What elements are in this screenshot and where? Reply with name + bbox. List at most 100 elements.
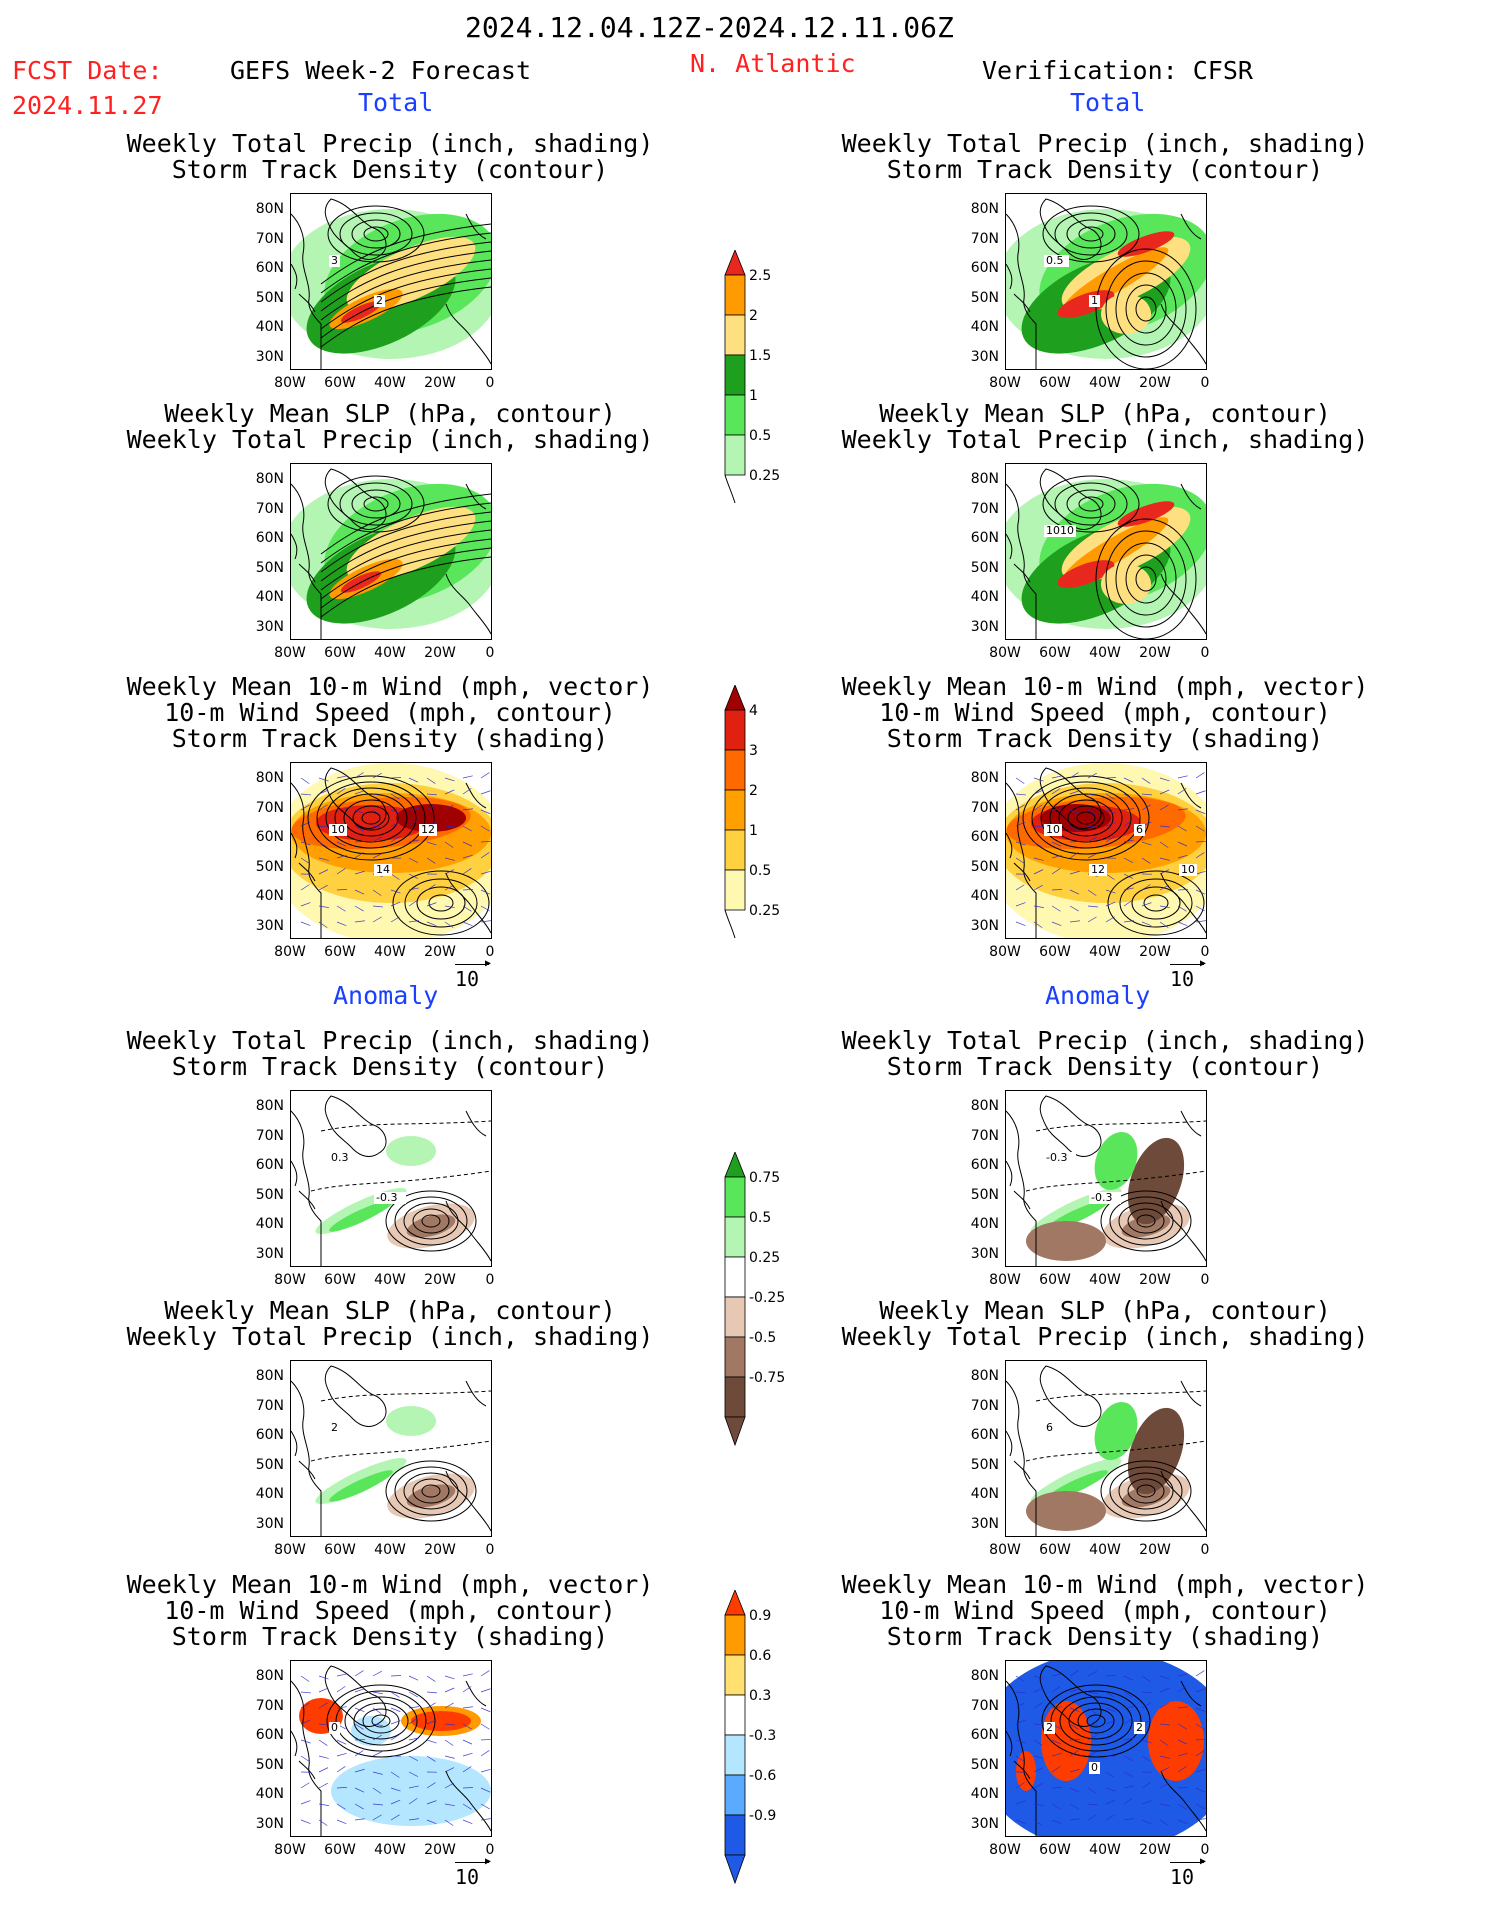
colorbar-segment [724, 314, 746, 356]
lat-label: 40N [255, 589, 284, 605]
arrow-head-icon: ▶ [484, 1856, 491, 1867]
colorbar-segment [724, 1376, 746, 1418]
lat-label: 50N [255, 289, 284, 306]
contour-label-bg [1089, 1192, 1121, 1204]
panel-title-line: Storm Track Density (shading) [171, 724, 609, 753]
colorbar-label: 0.6 [749, 1648, 772, 1664]
lon-label: 80W [274, 375, 306, 391]
lon-label: 60W [1039, 1272, 1071, 1288]
colorbar-label: 0.5 [749, 863, 772, 879]
colorbar-label: 0.3 [749, 1688, 772, 1704]
lat-label: 70N [255, 1127, 284, 1144]
colorbar-segment [724, 709, 746, 751]
contour-lines [385, 1460, 477, 1522]
colorbar-segment [724, 1256, 746, 1298]
shading-area [1117, 501, 1175, 527]
contour-label: 6 [1136, 823, 1143, 836]
colorbar-label: -0.25 [749, 1290, 786, 1306]
right-total-wind-track-title: Weekly Mean 10-m Wind (mph, vector) 10-m … [795, 674, 1415, 752]
negative-contours [1025, 1390, 1206, 1462]
lat-label: 40N [970, 1216, 999, 1232]
lon-label: 0 [485, 375, 495, 391]
map-plot: 0.3 -0.3 [291, 1095, 491, 1266]
contour-label-bg [329, 1722, 340, 1734]
contour-label-bg [374, 1192, 406, 1204]
lat-label: 60N [970, 260, 999, 276]
lon-label: 80W [274, 1272, 306, 1288]
lat-label: 30N [970, 1515, 999, 1532]
lon-label: 40W [1089, 1842, 1121, 1858]
right-total-wind-track-map: 10 12 6 10 [1005, 762, 1207, 939]
lon-label: 80W [989, 944, 1021, 960]
colorbar-label: 1.5 [749, 348, 772, 364]
total-label-left: Total [358, 88, 434, 117]
lat-label: 80N [255, 471, 284, 487]
vector-arrow: ▶ [1170, 959, 1206, 969]
colorbar-segment [724, 829, 746, 871]
precip-total-colorbar [724, 250, 746, 504]
lat-label: 70N [255, 799, 284, 816]
map-plot: 0.51 [1006, 198, 1206, 369]
right-total-slp-precip-map: 1010 [1005, 463, 1207, 640]
arrow-head-icon: ▶ [1199, 1856, 1206, 1867]
shading-area [1094, 1131, 1138, 1191]
contour-label: -0.3 [376, 1191, 397, 1204]
map-plot: 32 [291, 198, 491, 369]
lon-label: 40W [374, 1542, 406, 1558]
colorbar-segment [724, 1774, 746, 1816]
left-total-precip-track-title: Weekly Total Precip (inch, shading) Storm… [80, 131, 700, 183]
contour-lines [1022, 775, 1150, 861]
lat-label: 40N [970, 888, 999, 904]
negative-contours [1025, 1120, 1206, 1192]
lon-label: 40W [1089, 1272, 1121, 1288]
contour-label-bg [419, 824, 437, 836]
lon-label: 20W [424, 1842, 456, 1858]
lat-label: 70N [255, 230, 284, 247]
lon-label: 80W [274, 1542, 306, 1558]
lat-label: 40N [970, 589, 999, 605]
negative-contours [310, 1390, 491, 1462]
contour-label-bg [1089, 1762, 1100, 1774]
wind-vectors [300, 772, 491, 928]
contour-lines [1107, 870, 1205, 936]
lon-label: 80W [274, 1842, 306, 1858]
panel-title-line: Weekly Total Precip (inch, shading) [841, 1026, 1369, 1055]
lon-label: 0 [1200, 944, 1210, 960]
colorbar-top-arrow [724, 250, 746, 276]
lat-label: 80N [255, 1668, 284, 1684]
lon-label: 80W [989, 645, 1021, 661]
coastline [291, 1365, 491, 1536]
lon-label: 20W [1139, 1272, 1171, 1288]
colorbar-segment [724, 354, 746, 396]
contour-lines [385, 1190, 477, 1252]
lat-label: 80N [970, 770, 999, 786]
colorbar-label: 0.75 [749, 1170, 781, 1186]
shading-area [1117, 231, 1175, 257]
lon-label: 40W [1089, 645, 1121, 661]
panel-title-line: Weekly Total Precip (inch, shading) [126, 1322, 654, 1351]
lon-label: 60W [324, 375, 356, 391]
lat-label: 80N [255, 770, 284, 786]
coastline [1006, 1095, 1206, 1266]
region-title: N. Atlantic [690, 49, 856, 78]
lat-label: 70N [255, 500, 284, 517]
colorbar-bottom-arrow [724, 1854, 746, 1885]
contour-label: 12 [1091, 863, 1105, 876]
lat-label: 30N [970, 348, 999, 365]
lat-label: 60N [255, 1727, 284, 1743]
lon-label: 0 [1200, 1842, 1210, 1858]
lon-label: 40W [374, 1842, 406, 1858]
vector-arrow: ▶ [1170, 1857, 1206, 1867]
panel-title-line: Weekly Mean SLP (hPa, contour) [164, 1296, 616, 1325]
shading-area [406, 1214, 456, 1238]
track-anom-colorbar [724, 1590, 746, 1885]
shading-area [331, 1756, 491, 1826]
colorbar-segment [724, 1694, 746, 1736]
lon-label: 60W [1039, 1542, 1071, 1558]
colorbar-label: 2.5 [749, 268, 772, 284]
lat-label: 30N [255, 917, 284, 934]
arrow-head-icon: ▶ [484, 958, 491, 969]
contour-label: 2 [1136, 1721, 1143, 1734]
colorbar-label: -0.5 [749, 1330, 777, 1346]
